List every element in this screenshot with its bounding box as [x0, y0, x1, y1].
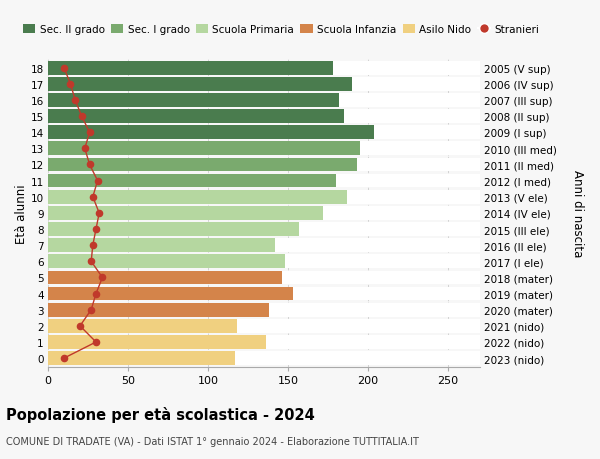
Bar — [48, 158, 357, 172]
Point — [75, 323, 85, 330]
Point — [86, 258, 96, 265]
Bar — [48, 62, 333, 75]
Point — [59, 355, 69, 362]
Bar — [48, 142, 360, 156]
Point — [80, 146, 89, 153]
Point — [77, 113, 86, 121]
Bar — [48, 158, 480, 172]
Point — [85, 162, 94, 169]
Text: COMUNE DI TRADATE (VA) - Dati ISTAT 1° gennaio 2024 - Elaborazione TUTTITALIA.IT: COMUNE DI TRADATE (VA) - Dati ISTAT 1° g… — [6, 436, 419, 446]
Point — [86, 306, 96, 313]
Bar — [48, 126, 480, 140]
Bar — [48, 255, 480, 269]
Point — [65, 81, 75, 88]
Legend: Sec. II grado, Sec. I grado, Scuola Primaria, Scuola Infanzia, Asilo Nido, Stran: Sec. II grado, Sec. I grado, Scuola Prim… — [23, 25, 539, 35]
Bar — [48, 94, 339, 107]
Bar — [48, 174, 336, 188]
Bar — [48, 110, 480, 123]
Point — [88, 242, 98, 249]
Bar — [48, 207, 480, 220]
Point — [88, 194, 98, 201]
Bar — [48, 352, 235, 365]
Bar — [48, 336, 266, 349]
Bar — [48, 239, 275, 252]
Bar — [48, 239, 480, 252]
Point — [91, 339, 101, 346]
Point — [59, 65, 69, 72]
Bar — [48, 190, 347, 204]
Point — [91, 226, 101, 233]
Text: Popolazione per età scolastica - 2024: Popolazione per età scolastica - 2024 — [6, 406, 315, 422]
Bar — [48, 255, 285, 269]
Bar — [48, 319, 480, 333]
Bar — [48, 110, 344, 123]
Bar — [48, 142, 480, 156]
Bar — [48, 223, 480, 236]
Bar — [48, 78, 352, 91]
Bar — [48, 271, 281, 285]
Bar — [48, 62, 480, 75]
Y-axis label: Anni di nascita: Anni di nascita — [571, 170, 584, 257]
Bar — [48, 303, 269, 317]
Bar — [48, 319, 237, 333]
Bar — [48, 207, 323, 220]
Bar — [48, 303, 480, 317]
Point — [94, 210, 104, 217]
Bar — [48, 223, 299, 236]
Bar — [48, 78, 480, 91]
Point — [98, 274, 107, 281]
Y-axis label: Età alunni: Età alunni — [15, 184, 28, 243]
Bar — [48, 190, 480, 204]
Bar — [48, 271, 480, 285]
Point — [85, 129, 94, 137]
Point — [93, 178, 103, 185]
Bar — [48, 174, 480, 188]
Bar — [48, 336, 480, 349]
Point — [91, 290, 101, 297]
Bar — [48, 126, 374, 140]
Bar — [48, 287, 293, 301]
Bar — [48, 352, 480, 365]
Bar — [48, 287, 480, 301]
Bar — [48, 94, 480, 107]
Point — [70, 97, 80, 104]
